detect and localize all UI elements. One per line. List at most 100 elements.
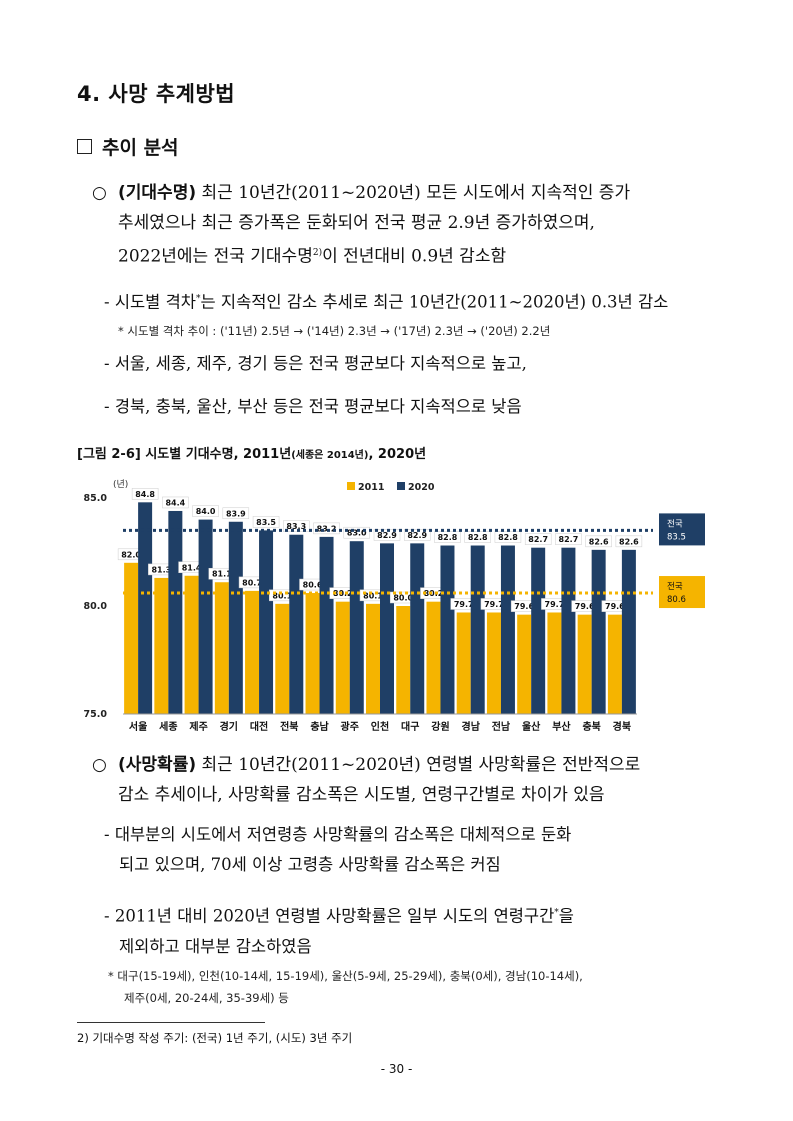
reference-label-box bbox=[659, 513, 705, 546]
data-label: 80.2 bbox=[333, 589, 353, 598]
data-label: 81.1 bbox=[212, 570, 232, 579]
checkbox-square-icon bbox=[77, 139, 92, 154]
bar-2020 bbox=[410, 543, 425, 714]
legend-label: 2020 bbox=[408, 482, 435, 493]
bar-2011 bbox=[154, 577, 169, 714]
data-label: 80.1 bbox=[272, 591, 292, 600]
data-label: 83.0 bbox=[347, 529, 367, 538]
reference-value: 80.6 bbox=[667, 595, 686, 605]
bar-2020 bbox=[259, 530, 274, 714]
data-label: 82.8 bbox=[438, 533, 458, 542]
x-tick-label: 전북 bbox=[280, 720, 298, 733]
subsection-title-text: 추이 분석 bbox=[102, 137, 179, 159]
life-expectancy-chart: (년) 75.0 80.0 85.0 2011 2020 82.0 84.8 서울 81.3 84.… bbox=[77, 472, 717, 740]
data-label-box bbox=[192, 505, 219, 517]
y-unit-label: (년) bbox=[113, 479, 128, 490]
bar-2011 bbox=[335, 601, 350, 714]
asterisk-ref: * bbox=[195, 294, 201, 304]
footnote: 2) 기대수명 작성 주기: (전국) 1년 주기, (시도) 3년 주기 bbox=[77, 1031, 353, 1045]
data-label-box bbox=[252, 516, 280, 528]
data-label: 79.7 bbox=[484, 600, 504, 609]
bold-lead-life-expectancy: (기대수명) bbox=[118, 183, 197, 203]
asterisk-ref: * bbox=[554, 908, 559, 918]
data-label: 82.8 bbox=[468, 533, 488, 542]
data-label: 79.6 bbox=[605, 602, 625, 611]
reference-value: 83.5 bbox=[667, 532, 686, 542]
bold-lead-death-probability: (사망확률) bbox=[118, 755, 197, 775]
x-tick-label: 전남 bbox=[492, 720, 511, 733]
bar-2020 bbox=[349, 541, 364, 714]
para1-line3: 2022년에는 전국 기대수명2)이 전년대비 0.9년 감소함 bbox=[118, 238, 718, 272]
bullet-circle-icon: ○ bbox=[92, 183, 107, 203]
bar-2011 bbox=[456, 612, 471, 714]
data-label: 82.8 bbox=[498, 533, 518, 542]
bar-2020 bbox=[198, 519, 213, 714]
x-tick-label: 인천 bbox=[371, 720, 389, 733]
section-title: 4. 사망 추계방법 bbox=[77, 82, 236, 106]
bar-2020 bbox=[289, 534, 304, 714]
legend-swatch bbox=[397, 482, 405, 490]
x-tick-label: 울산 bbox=[522, 720, 541, 733]
sub-item-2011-vs-2020: - 2011년 대비 2020년 연령별 사망확률은 일부 시도의 연령구간*을… bbox=[104, 898, 724, 962]
reference-label: 전국 bbox=[667, 581, 683, 592]
data-label: 83.3 bbox=[286, 522, 306, 531]
data-label: 80.0 bbox=[393, 594, 413, 603]
sub-item-above-average: - 서울, 세종, 제주, 경기 등은 전국 평균보다 지속적으로 높고, bbox=[104, 354, 527, 373]
paragraph-death-probability: (사망확률) 최근 10년간(2011~2020년) 연령별 사망확률은 전반적… bbox=[118, 750, 718, 810]
bar-2020 bbox=[380, 543, 394, 714]
y-tick-label: 85.0 bbox=[84, 493, 108, 504]
x-tick-label: 광주 bbox=[341, 721, 359, 733]
data-label-box bbox=[222, 507, 250, 520]
x-tick-label: 강원 bbox=[431, 720, 449, 733]
bar-2011 bbox=[396, 606, 411, 714]
data-label: 84.0 bbox=[196, 507, 216, 516]
data-label: 80.1 bbox=[363, 591, 383, 600]
caption-small: (세종은 2014년) bbox=[291, 450, 369, 461]
bar-2020 bbox=[500, 545, 515, 714]
note2-line2: 제주(0세, 20-24세, 35-39세) 등 bbox=[124, 991, 289, 1005]
sub5-line2: 제외하고 대부분 감소하였음 bbox=[119, 936, 312, 956]
data-label-box bbox=[585, 535, 612, 548]
data-label: 79.7 bbox=[454, 600, 474, 609]
data-label: 82.7 bbox=[528, 535, 548, 544]
sub1-a: - 시도별 격차 bbox=[104, 292, 196, 312]
x-tick-label: 세종 bbox=[159, 720, 177, 733]
data-label: 80.6 bbox=[303, 581, 323, 590]
bar-2020 bbox=[138, 502, 153, 714]
bar-2011 bbox=[517, 614, 532, 714]
data-label-box bbox=[343, 526, 371, 539]
x-tick-label: 충남 bbox=[310, 720, 329, 733]
bar-2011 bbox=[547, 612, 562, 714]
data-label-box bbox=[131, 488, 159, 500]
reference-label: 전국 bbox=[667, 518, 683, 529]
page-number: - 30 - bbox=[380, 1062, 413, 1076]
sub1-b: 는 지속적인 감소 추세로 최근 10년간(2011~2020년) 0.3년 감… bbox=[200, 292, 669, 312]
bar-2011 bbox=[607, 614, 622, 714]
para1-line2: 추세였으나 최근 증가폭은 둔화되어 전국 평균 2.9년 증가하였으며, bbox=[118, 213, 595, 233]
sub4-line2: 되고 있으며, 70세 이상 고령층 사망확률 감소폭은 커짐 bbox=[119, 855, 501, 874]
para1-line3a: 2022년에는 전국 기대수명 bbox=[118, 246, 313, 267]
subsection-title: 추이 분석 bbox=[77, 133, 179, 160]
data-label-box bbox=[524, 533, 552, 545]
x-tick-label: 경남 bbox=[462, 720, 481, 733]
data-label-box bbox=[615, 535, 643, 548]
sub5-line1a: - 2011년 대비 2020년 연령별 사망확률은 일부 시도의 연령구간 bbox=[104, 906, 555, 926]
legend-label: 2011 bbox=[358, 482, 384, 493]
data-label: 82.0 bbox=[121, 550, 141, 559]
sub4-line1: - 대부분의 시도에서 저연령층 사망확률의 감소폭은 대체적으로 둔화 bbox=[104, 825, 572, 844]
sub5-line1b: 을 bbox=[558, 906, 574, 926]
bar-2020 bbox=[591, 549, 606, 714]
sub-item-below-average: - 경북, 충북, 울산, 부산 등은 전국 평균보다 지속적으로 낮음 bbox=[104, 397, 522, 416]
paragraph-life-expectancy: (기대수명) 최근 10년간(2011~2020년) 모든 시도에서 지속적인 … bbox=[118, 178, 718, 272]
bar-2011 bbox=[124, 562, 139, 714]
bar-2011 bbox=[214, 582, 229, 714]
data-label: 80.2 bbox=[424, 589, 444, 598]
bar-2011 bbox=[275, 603, 290, 714]
data-label: 84.8 bbox=[135, 490, 155, 499]
data-label-box bbox=[162, 496, 189, 509]
x-tick-label: 부산 bbox=[552, 720, 571, 733]
x-tick-label: 대전 bbox=[250, 720, 268, 733]
data-label: 79.6 bbox=[514, 602, 534, 611]
bar-2011 bbox=[577, 614, 592, 714]
data-label: 81.3 bbox=[151, 565, 171, 574]
